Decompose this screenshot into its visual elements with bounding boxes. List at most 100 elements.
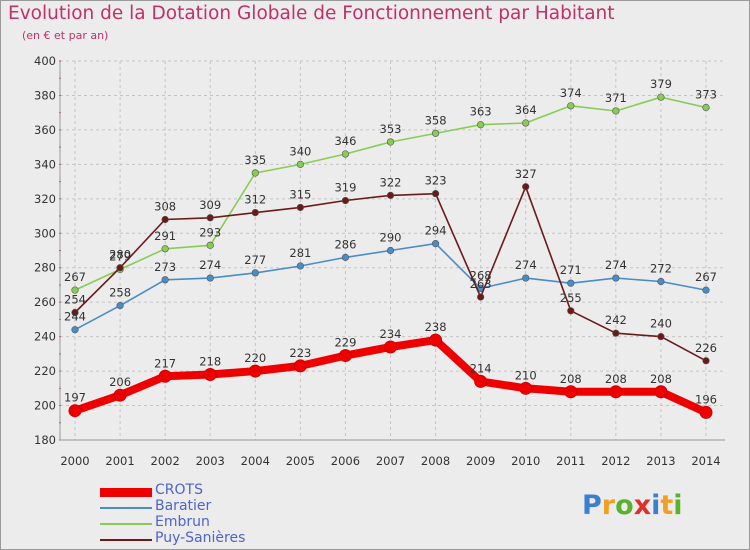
data-label: 327 xyxy=(515,167,537,181)
x-tick-label: 2005 xyxy=(286,454,315,468)
data-label: 358 xyxy=(425,113,447,127)
data-point xyxy=(116,264,124,272)
data-point xyxy=(71,308,79,317)
data-label: 363 xyxy=(470,105,492,119)
data-point xyxy=(293,359,307,373)
legend-swatch-crots xyxy=(100,488,152,497)
data-label: 268 xyxy=(470,268,492,282)
data-label: 335 xyxy=(244,153,266,167)
chart-subtitle: (en € et par an) xyxy=(22,29,109,42)
logo-letter: P xyxy=(582,490,602,521)
data-point xyxy=(384,340,397,354)
data-label: 208 xyxy=(650,372,672,386)
data-point xyxy=(161,276,169,284)
data-point xyxy=(567,307,575,315)
data-label: 240 xyxy=(650,317,672,331)
data-point xyxy=(251,169,259,177)
data-point xyxy=(386,138,395,146)
data-label: 371 xyxy=(605,91,627,105)
x-tick-label: 2007 xyxy=(376,454,405,468)
data-point xyxy=(702,103,710,112)
data-point xyxy=(296,203,304,212)
chart-title: Evolution de la Dotation Globale de Fonc… xyxy=(8,3,615,24)
data-point xyxy=(702,286,710,294)
data-label: 210 xyxy=(515,368,537,382)
logo-letter: o xyxy=(615,490,634,521)
data-label: 286 xyxy=(334,237,356,251)
legend-label-puy-sanieres: Puy-Sanières xyxy=(155,530,246,546)
data-label: 197 xyxy=(64,391,86,405)
data-label: 272 xyxy=(650,262,672,276)
data-label: 309 xyxy=(199,198,221,212)
data-label: 226 xyxy=(695,341,717,355)
data-label: 279 xyxy=(109,249,131,263)
x-tick-label: 2006 xyxy=(331,454,360,468)
x-tick-label: 2004 xyxy=(241,454,270,468)
data-label: 214 xyxy=(470,361,492,375)
data-label: 206 xyxy=(109,375,131,389)
y-tick-label: 380 xyxy=(34,88,56,102)
x-tick-label: 2002 xyxy=(151,454,180,468)
logo-letter: t xyxy=(660,490,674,521)
data-label: 242 xyxy=(605,313,627,327)
data-point xyxy=(429,333,443,347)
data-point xyxy=(564,385,578,399)
legend-item-crots: CROTS xyxy=(100,482,320,500)
data-label: 254 xyxy=(64,293,86,307)
data-point xyxy=(612,329,620,337)
data-label: 217 xyxy=(154,356,176,370)
x-tick-label: 2013 xyxy=(646,454,675,468)
data-label: 340 xyxy=(289,144,311,158)
y-tick-label: 300 xyxy=(34,226,56,240)
y-tick-label: 340 xyxy=(34,157,56,171)
legend-item-puy-sanieres: Puy-Sanières xyxy=(100,530,320,548)
y-tick-label: 200 xyxy=(34,399,56,413)
data-point xyxy=(296,262,304,270)
y-tick-label: 260 xyxy=(34,295,56,309)
data-point xyxy=(68,404,82,418)
x-tick-label: 2001 xyxy=(105,454,134,468)
data-label: 353 xyxy=(380,122,402,136)
x-tick-label: 2011 xyxy=(556,454,585,468)
data-point xyxy=(477,293,485,301)
data-point xyxy=(206,274,214,282)
legend-label-embrun: Embrun xyxy=(155,514,210,530)
data-point xyxy=(116,302,124,310)
data-point xyxy=(431,240,440,248)
data-point xyxy=(474,374,488,388)
data-label: 312 xyxy=(244,193,266,207)
data-point xyxy=(161,215,169,224)
logo-letter: i xyxy=(651,490,661,521)
data-point xyxy=(251,269,259,277)
data-label: 229 xyxy=(334,336,356,350)
data-point xyxy=(386,191,395,199)
data-point xyxy=(657,333,665,341)
data-point xyxy=(251,209,259,217)
data-point xyxy=(657,277,665,286)
data-label: 196 xyxy=(695,392,717,406)
data-label: 208 xyxy=(560,372,582,386)
data-label: 308 xyxy=(154,199,176,213)
data-point xyxy=(654,385,668,399)
data-label: 263 xyxy=(470,277,492,291)
data-point xyxy=(522,183,530,191)
legend-swatch-puy-sanieres xyxy=(100,539,152,541)
legend-label-baratier: Baratier xyxy=(155,498,212,514)
data-label: 346 xyxy=(334,134,356,148)
data-label: 373 xyxy=(695,88,717,102)
data-label: 223 xyxy=(289,346,311,360)
data-point xyxy=(567,279,575,287)
y-tick-label: 360 xyxy=(34,123,56,137)
data-point xyxy=(158,369,172,383)
x-tick-label: 2003 xyxy=(196,454,225,468)
data-point xyxy=(519,381,533,395)
y-tick-label: 400 xyxy=(34,54,56,68)
logo-letter: i xyxy=(673,490,683,521)
data-label: 234 xyxy=(380,327,402,341)
data-point xyxy=(203,368,217,382)
data-label: 294 xyxy=(425,224,447,238)
data-label: 274 xyxy=(515,258,537,272)
data-label: 277 xyxy=(244,253,266,267)
data-label: 273 xyxy=(154,260,176,274)
